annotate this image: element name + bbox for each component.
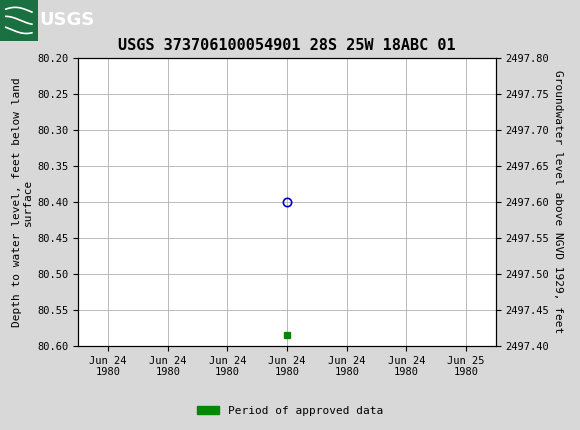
Text: USGS: USGS xyxy=(39,12,95,29)
FancyBboxPatch shape xyxy=(0,0,38,41)
Title: USGS 373706100054901 28S 25W 18ABC 01: USGS 373706100054901 28S 25W 18ABC 01 xyxy=(118,38,456,53)
Legend: Period of approved data: Period of approved data xyxy=(193,401,387,420)
Y-axis label: Groundwater level above NGVD 1929, feet: Groundwater level above NGVD 1929, feet xyxy=(553,71,563,334)
Y-axis label: Depth to water level, feet below land
surface: Depth to water level, feet below land su… xyxy=(12,77,33,327)
